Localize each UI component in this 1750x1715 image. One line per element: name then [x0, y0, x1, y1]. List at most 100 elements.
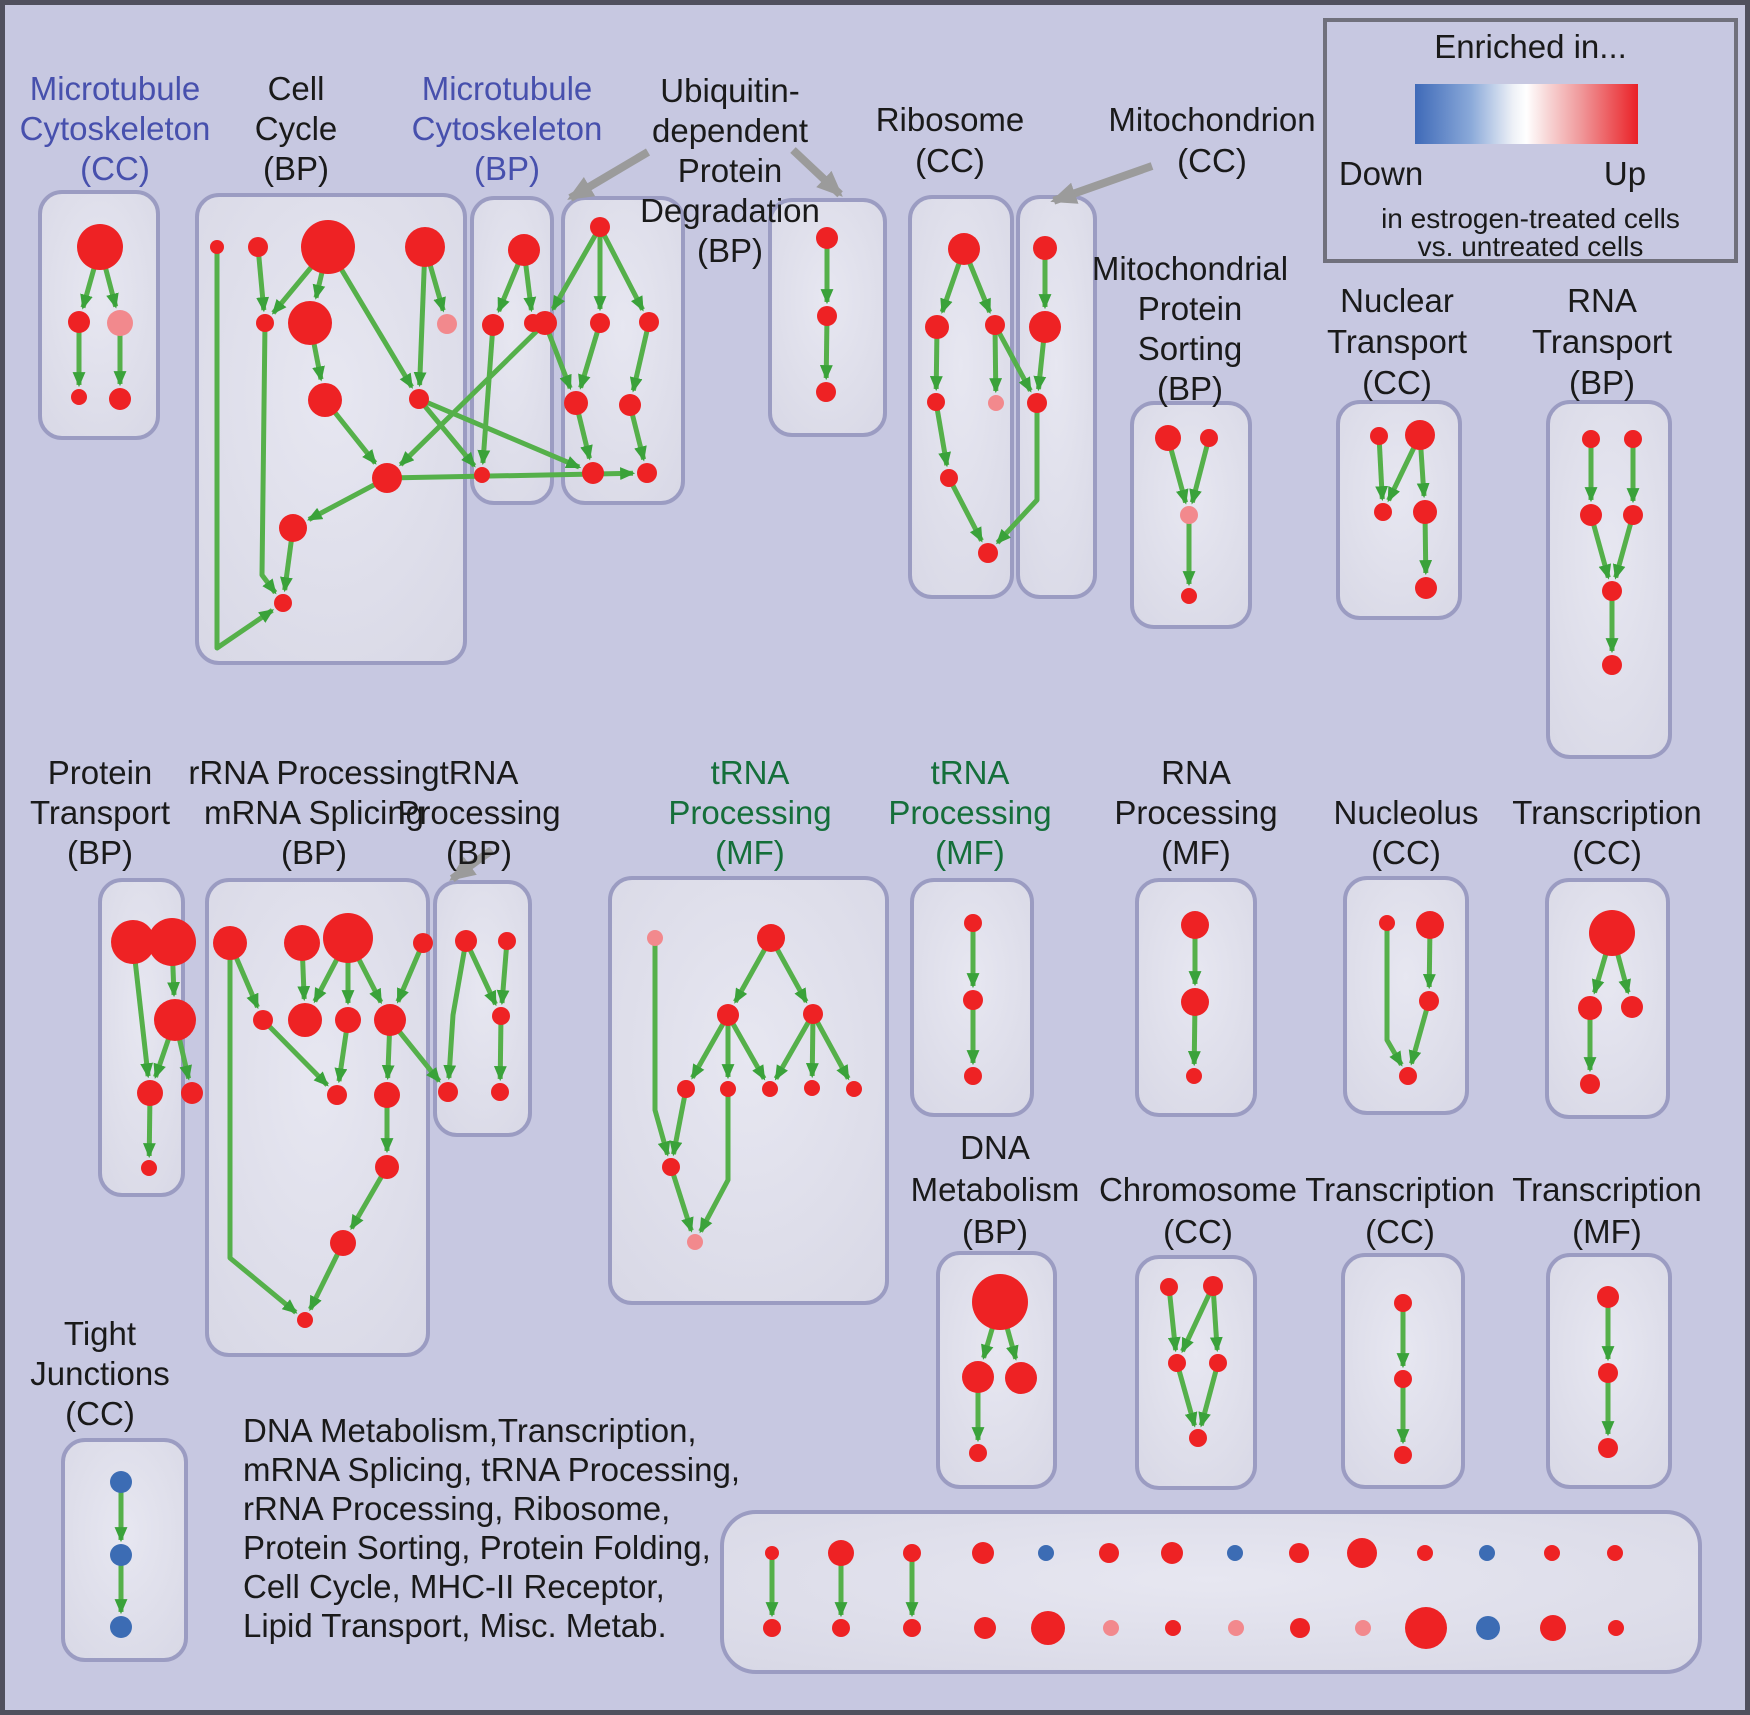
cluster-label-rnaproc: Processing: [1114, 794, 1277, 831]
go-node-cell_cycle-10: [279, 514, 307, 542]
cluster-label-cell_cycle: Cell: [268, 70, 325, 107]
go-node-ub_main-3: [639, 312, 659, 332]
cluster-label-chromosome: Chromosome: [1099, 1171, 1297, 1208]
go-node-cell_cycle-7: [308, 383, 342, 417]
go-edge: [810, 1012, 851, 1081]
go-node-rrna-9: [374, 1082, 400, 1108]
go-node-mixed-16: [903, 1619, 921, 1637]
go-node-dna_metab-1: [962, 1361, 994, 1393]
go-node-rrna-6: [335, 1007, 361, 1033]
go-node-ribosome-1: [925, 315, 949, 339]
go-node-rnaproc-2: [1186, 1068, 1202, 1084]
go-node-cell_cycle-5: [288, 301, 332, 345]
go-node-chromosome-4: [1189, 1429, 1207, 1447]
cluster-label-trans_cc3: Transcription: [1305, 1171, 1495, 1208]
go-edge: [805, 1013, 819, 1079]
go-edge: [597, 225, 645, 312]
cluster-label-ribosome: Ribosome: [876, 101, 1025, 138]
go-node-nuctrans-4: [1415, 577, 1437, 599]
legend-subtitle-line1: in estrogen-treated cells: [1381, 203, 1680, 234]
cluster-label-rnatrans: RNA: [1567, 282, 1637, 319]
go-node-cell_cycle-1: [248, 237, 268, 257]
go-node-mixed-9: [1347, 1538, 1377, 1568]
misc-category-text: DNA Metabolism,Transcription, mRNA Splic…: [243, 1411, 740, 1645]
go-node-nucleolus-2: [1419, 991, 1439, 1011]
misc-line: Cell Cycle, MHC-II Receptor,: [243, 1568, 665, 1605]
cluster-label-cell_cycle: (BP): [263, 150, 329, 187]
go-edge: [989, 324, 1003, 394]
cluster-label-mitosort: (BP): [1157, 370, 1223, 407]
cluster-label-trna_bp: tRNA: [440, 754, 519, 791]
go-node-chromosome-3: [1209, 1354, 1227, 1372]
go-node-trans_cc3-2: [1394, 1446, 1412, 1464]
cluster-label-ub_main: Protein: [678, 152, 783, 189]
go-edge: [417, 397, 477, 468]
go-edge: [725, 1013, 767, 1081]
go-node-mt_cc-2: [107, 310, 133, 336]
annotation-arrow: [449, 846, 495, 882]
go-node-rnatrans-5: [1602, 655, 1622, 675]
legend-box: [1323, 18, 1738, 263]
go-edge: [1166, 1286, 1181, 1353]
go-edge: [1612, 514, 1636, 580]
go-edge: [261, 1018, 329, 1087]
go-node-ub_main-5: [619, 394, 641, 416]
go-node-trna_mf1-5: [720, 1081, 736, 1097]
go-node-mixed-15: [832, 1619, 850, 1637]
go-node-trans_cc3-1: [1394, 1370, 1412, 1388]
go-edge: [1209, 1285, 1223, 1353]
go-node-rrna-10: [375, 1155, 399, 1179]
go-node-ub_chain-1: [817, 306, 837, 326]
go-edge: [1375, 435, 1389, 502]
legend-subtitle-line2: vs. untreated cells: [1417, 231, 1644, 262]
go-edge: [227, 943, 298, 1315]
go-node-mitosort-1: [1200, 429, 1218, 447]
misc-line: Lipid Transport, Misc. Metab.: [243, 1607, 667, 1644]
go-node-mt_bp-1: [482, 314, 504, 336]
cluster-label-trans_cc2: Transcription: [1512, 794, 1702, 831]
cluster-box-mixed: [720, 1510, 1702, 1674]
cluster-label-trans_cc2: (CC): [1572, 834, 1642, 871]
cluster-label-ub_main: Ubiquitin-: [660, 72, 799, 109]
go-edge: [652, 938, 671, 1157]
cluster-label-rnatrans: (BP): [1569, 364, 1635, 401]
go-node-rnatrans-1: [1624, 430, 1642, 448]
go-edge: [992, 323, 1033, 393]
cluster-label-dna_metab: Metabolism: [911, 1171, 1080, 1208]
go-node-mixed-1: [828, 1540, 854, 1566]
cluster-box-rnatrans: [1546, 400, 1672, 759]
go-edge: [443, 940, 469, 1081]
go-node-mixed-22: [1290, 1618, 1310, 1638]
go-node-nuctrans-1: [1405, 420, 1435, 450]
go-node-mt_cc-1: [68, 311, 90, 333]
go-node-trna_mf1-0: [647, 930, 663, 946]
cluster-label-dna_metab: DNA: [960, 1129, 1030, 1166]
cluster-label-nucleolus: Nucleolus: [1334, 794, 1479, 831]
cluster-label-prottrans: Transport: [30, 794, 170, 831]
go-node-mt_bp-3: [474, 467, 490, 483]
go-node-mitosort-2: [1180, 506, 1198, 524]
go-edge: [933, 401, 951, 468]
go-node-trna_bp-0: [455, 930, 477, 952]
cluster-label-ub_main: (BP): [697, 232, 763, 269]
go-node-rrna-11: [330, 1230, 356, 1256]
go-node-mitosort-3: [1181, 588, 1197, 604]
cluster-label-mitosort: Protein: [1138, 290, 1243, 327]
go-node-tight-1: [110, 1544, 132, 1566]
go-node-ub_main-1: [533, 311, 557, 335]
cluster-label-trans_cc3: (CC): [1365, 1213, 1435, 1250]
go-node-trans_cc2-3: [1580, 1074, 1600, 1094]
cluster-label-rrna: (BP): [281, 834, 347, 871]
cluster-label-trna_mf2: Processing: [888, 794, 1051, 831]
go-node-mixed-3: [972, 1542, 994, 1564]
go-node-mt_cc-4: [109, 388, 131, 410]
go-node-trna_mf1-4: [677, 1080, 695, 1098]
cluster-label-trans_mf: Transcription: [1512, 1171, 1702, 1208]
go-node-mt_cc-0: [77, 224, 123, 270]
go-edge: [1189, 437, 1212, 505]
go-node-prottrans-1: [148, 918, 196, 966]
cluster-box-mt_cc: [38, 190, 160, 440]
go-node-ub_main-7: [637, 463, 657, 483]
go-node-mixed-0: [765, 1546, 779, 1560]
